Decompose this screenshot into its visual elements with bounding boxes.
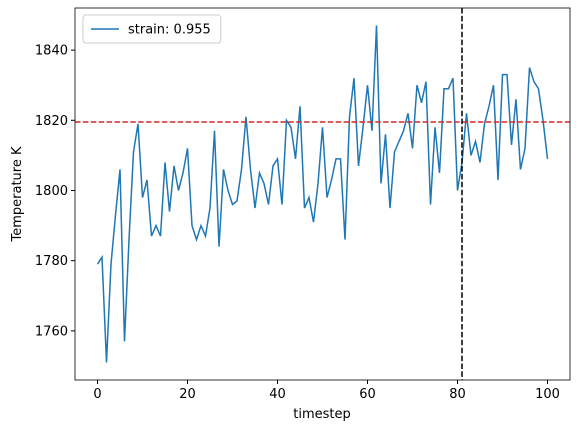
x-tick-label: 40 [269, 387, 286, 402]
x-tick-label: 80 [449, 387, 466, 402]
x-tick-label: 20 [179, 387, 196, 402]
x-tick-label: 100 [535, 387, 560, 402]
y-axis-label: Temperature K [10, 146, 25, 242]
x-axis-label: timestep [293, 407, 351, 422]
legend-box [82, 14, 222, 44]
x-tick-label: 0 [93, 387, 101, 402]
y-tick-label: 1840 [35, 44, 68, 59]
y-tick-label: 1820 [35, 114, 68, 129]
x-tick-label: 60 [359, 387, 376, 402]
y-tick-label: 1760 [35, 324, 68, 339]
y-tick-label: 1800 [35, 184, 68, 199]
legend-label: strain: 0.955 [128, 23, 211, 38]
y-tick-label: 1780 [35, 254, 68, 269]
legend: strain: 0.955 [82, 14, 222, 44]
plot-frame [74, 7, 571, 381]
line-series [96, 25, 549, 363]
